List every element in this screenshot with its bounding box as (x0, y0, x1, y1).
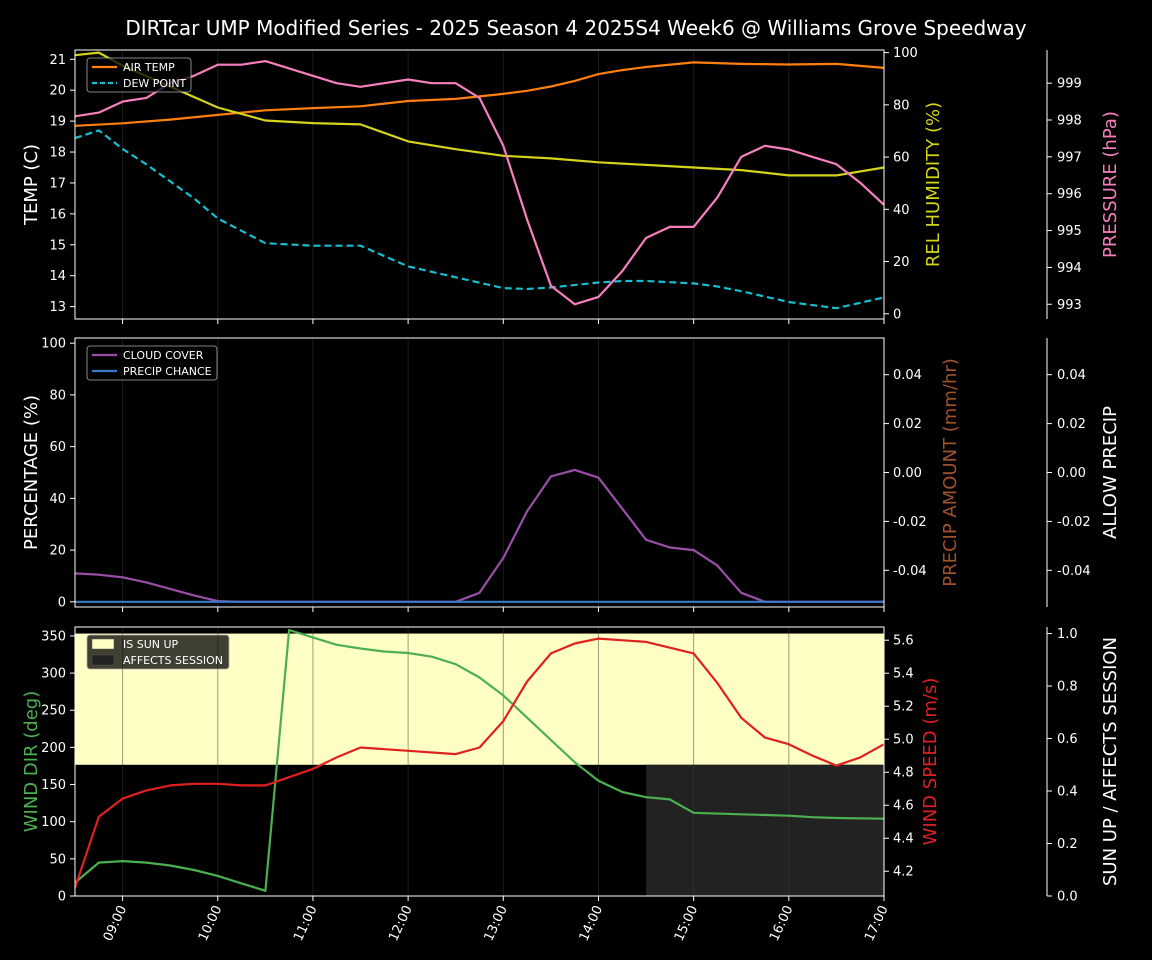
y-tick-label: 20 (49, 544, 66, 559)
y2-axis-label: WIND SPEED (m/s) (920, 678, 941, 846)
series-pressure (74, 59, 885, 306)
legend-label: DEW POINT (123, 77, 187, 90)
legend-box (86, 634, 230, 670)
y3-tick-label: 0.8 (1057, 680, 1078, 695)
y-tick-label: 80 (49, 388, 66, 403)
y-tick-label: 14 (49, 269, 66, 284)
y3-axis-label: PRESSURE (hPa) (1100, 111, 1121, 258)
y-tick-label: 18 (49, 146, 66, 161)
legend-label: IS SUN UP (123, 638, 179, 651)
y3-tick-label: 996 (1057, 187, 1082, 202)
y-tick-label: 350 (41, 629, 66, 644)
y3-tick-label: 0.00 (1057, 466, 1086, 481)
series-wind-speed (73, 637, 885, 889)
y3-tick-label: 997 (1057, 150, 1082, 165)
y3-tick-label: 0.4 (1057, 785, 1078, 800)
y2-tick-label: 5.2 (893, 700, 914, 715)
y3-tick-label: 0.6 (1057, 732, 1078, 747)
y-tick-label: 17 (49, 176, 66, 191)
y2-axis-label: REL HUMIDITY (%) (923, 102, 944, 267)
y2-tick-label: 5.6 (893, 634, 914, 649)
band-affects-session (646, 764, 884, 896)
y-tick-label: 60 (49, 440, 66, 455)
y2-axis-label: PRECIP AMOUNT (mm/hr) (940, 358, 961, 587)
panel-wind: 0 50 100 150 200 250 300 350 4.2 4.4 4.6 4.8 5.0 5.2 5… (21, 626, 1121, 905)
legend-label: AFFECTS SESSION (123, 654, 223, 667)
y-axis-label: PERCENTAGE (%) (21, 395, 42, 550)
y2-tick-label: 5.4 (893, 667, 914, 682)
y-tick-label: 250 (41, 704, 66, 719)
y-tick-label: 21 (49, 53, 66, 68)
y3-tick-label: 0.02 (1057, 417, 1086, 432)
y2-tick-label: 0.02 (893, 417, 922, 432)
panel-conditions: 13 14 15 16 17 18 19 20 21 0 20 40 60 80 100 993 994 995 9… (21, 46, 1121, 324)
legend-label: PRECIP CHANCE (123, 365, 212, 378)
y-tick-label: 19 (49, 115, 66, 130)
y3-tick-label: 994 (1057, 261, 1082, 276)
legend-swatch (91, 654, 115, 666)
y-tick-label: 15 (49, 238, 66, 253)
y2-tick-label: 4.4 (893, 832, 914, 847)
y-tick-label: 100 (41, 337, 66, 352)
y3-tick-label: 999 (1057, 77, 1082, 92)
y2-tick-label: -0.02 (893, 515, 927, 530)
y2-tick-label: 60 (893, 151, 910, 166)
y-axis-label: TEMP (C) (21, 144, 42, 226)
y3-tick-label: 995 (1057, 224, 1082, 239)
series-wind-dir (74, 628, 885, 892)
legend-label: AIR TEMP (123, 61, 175, 74)
legend-box (86, 345, 218, 381)
y3-tick-label: 0.2 (1057, 837, 1078, 852)
y-tick-label: 20 (49, 84, 66, 99)
y2-tick-label: 40 (893, 203, 910, 218)
y-tick-label: 150 (41, 778, 66, 793)
y2-tick-label: 4.2 (893, 865, 914, 880)
y-tick-label: 40 (49, 492, 66, 507)
plot-frame (74, 626, 885, 897)
y2-tick-label: 80 (893, 98, 910, 113)
y2-tick-label: 5.0 (893, 733, 914, 748)
series-air-temp (74, 61, 885, 127)
y2-tick-label: 0.00 (893, 466, 922, 481)
y-tick-label: 13 (49, 300, 66, 315)
legend-swatch (91, 638, 115, 650)
y2-tick-label: 100 (893, 46, 918, 61)
y3-tick-label: 1.0 (1057, 627, 1078, 642)
y2-tick-label: 4.8 (893, 766, 914, 781)
y3-tick-label: 0.0 (1057, 890, 1078, 905)
y2-tick-label: 4.6 (893, 799, 914, 814)
y-tick-label: 0 (58, 890, 66, 905)
legend-label: CLOUD COVER (123, 349, 204, 362)
plot-frame (74, 49, 885, 320)
y-tick-label: 300 (41, 667, 66, 682)
y3-tick-label: -0.04 (1057, 564, 1091, 579)
y3-axis-label: ALLOW PRECIP (1100, 406, 1121, 539)
y3-tick-label: -0.02 (1057, 515, 1091, 530)
y-tick-label: 200 (41, 741, 66, 756)
y3-tick-label: 998 (1057, 114, 1082, 129)
y2-tick-label: 0 (893, 307, 901, 322)
y2-tick-label: -0.04 (893, 564, 927, 579)
y2-tick-label: 0.04 (893, 368, 922, 383)
y3-tick-label: 0.04 (1057, 368, 1086, 383)
y2-tick-label: 20 (893, 255, 910, 270)
y-tick-label: 0 (58, 595, 66, 610)
series-cloud-cover (74, 468, 884, 603)
panel-clouds: 0 20 40 60 80 100 -0.04 -0.02 0.00 0.02 0.04 -0.04 -… (21, 337, 1121, 612)
y-tick-label: 50 (49, 852, 66, 867)
y3-tick-label: 993 (1057, 298, 1082, 313)
y-tick-label: 100 (41, 815, 66, 830)
y-axis-label: WIND DIR (deg) (21, 691, 42, 833)
y-tick-label: 16 (49, 207, 66, 222)
y3-axis-label: SUN UP / AFFECTS SESSION (1100, 637, 1121, 886)
chart-title: DIRTcar UMP Modified Series - 2025 Seaso… (125, 16, 1026, 40)
